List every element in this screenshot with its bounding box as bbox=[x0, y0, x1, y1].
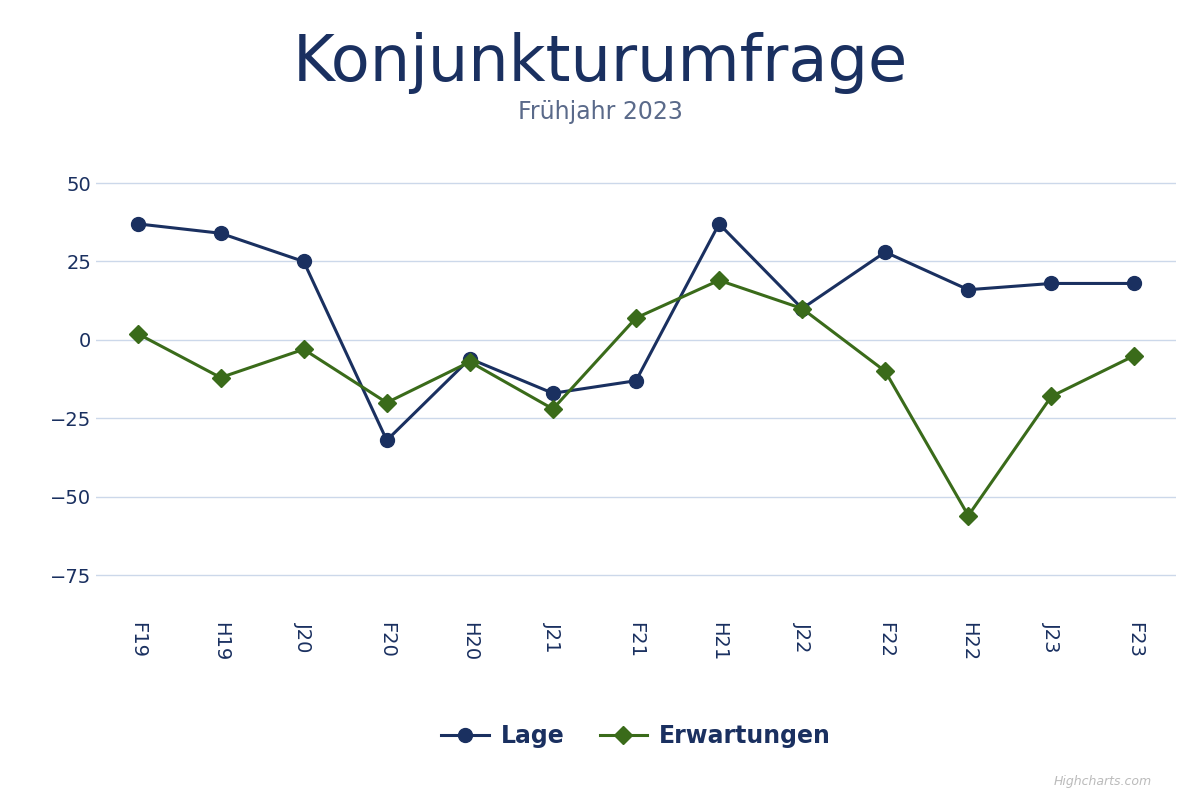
Erwartungen bbox=[463, 357, 478, 366]
Erwartungen bbox=[379, 398, 394, 407]
Line: Erwartungen: Erwartungen bbox=[131, 274, 1141, 522]
Text: Frühjahr 2023: Frühjahr 2023 bbox=[517, 100, 683, 124]
Lage bbox=[379, 435, 394, 445]
Erwartungen bbox=[546, 404, 560, 414]
Erwartungen bbox=[1044, 391, 1058, 401]
Erwartungen bbox=[131, 329, 145, 338]
Lage bbox=[878, 247, 893, 257]
Lage bbox=[463, 354, 478, 363]
Erwartungen bbox=[1127, 351, 1141, 361]
Erwartungen bbox=[296, 345, 311, 354]
Lage bbox=[629, 376, 643, 386]
Erwartungen bbox=[878, 366, 893, 376]
Legend: Lage, Erwartungen: Lage, Erwartungen bbox=[432, 715, 840, 758]
Text: Highcharts.com: Highcharts.com bbox=[1054, 775, 1152, 788]
Lage bbox=[131, 219, 145, 229]
Erwartungen bbox=[961, 511, 976, 521]
Lage bbox=[546, 389, 560, 398]
Line: Lage: Lage bbox=[131, 217, 1141, 447]
Lage bbox=[296, 257, 311, 266]
Erwartungen bbox=[214, 373, 228, 382]
Erwartungen bbox=[629, 313, 643, 322]
Lage bbox=[1044, 278, 1058, 288]
Lage bbox=[1127, 278, 1141, 288]
Lage bbox=[214, 229, 228, 238]
Text: Konjunkturumfrage: Konjunkturumfrage bbox=[293, 32, 907, 94]
Lage bbox=[794, 304, 809, 314]
Lage bbox=[961, 285, 976, 294]
Erwartungen bbox=[794, 304, 809, 314]
Lage bbox=[712, 219, 726, 229]
Erwartungen bbox=[712, 275, 726, 285]
